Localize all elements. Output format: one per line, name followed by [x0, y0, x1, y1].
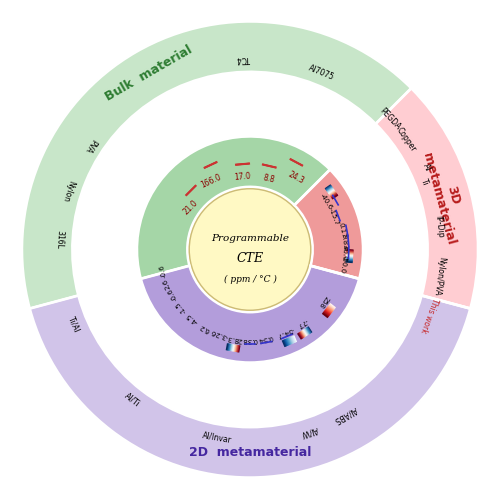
Text: -0.6: -0.6 — [166, 287, 178, 302]
Text: -4.5: -4.5 — [185, 312, 199, 325]
Text: Bulk  material: Bulk material — [103, 43, 194, 104]
Text: 258: 258 — [318, 294, 330, 308]
Text: Nylon: Nylon — [60, 179, 76, 203]
Circle shape — [190, 189, 310, 310]
Text: 17.0: 17.0 — [234, 172, 252, 182]
Text: Al/W: Al/W — [299, 424, 319, 438]
Wedge shape — [141, 266, 359, 362]
Text: Al/ABS: Al/ABS — [332, 405, 358, 425]
Text: Al7075: Al7075 — [308, 63, 336, 82]
Text: 28.3: 28.3 — [226, 334, 242, 342]
Text: 21.0: 21.0 — [182, 198, 200, 216]
Text: 24.3: 24.3 — [287, 170, 306, 186]
Text: -1.5: -1.5 — [174, 300, 188, 314]
Text: -77: -77 — [295, 317, 308, 329]
Text: 0.54: 0.54 — [258, 334, 274, 342]
Text: Copper: Copper — [395, 126, 418, 154]
Text: Programmable: Programmable — [211, 234, 289, 243]
Text: 40.0: 40.0 — [341, 245, 347, 260]
Text: TC4: TC4 — [236, 54, 250, 63]
Text: -54.7: -54.7 — [276, 326, 294, 339]
Text: CTE: CTE — [236, 251, 264, 264]
Text: ( ppm / °C ): ( ppm / °C ) — [224, 275, 276, 284]
Text: IP-Dip: IP-Dip — [434, 215, 446, 238]
Text: This work: This work — [419, 296, 440, 334]
Text: Al/Invar: Al/Invar — [202, 431, 232, 445]
Text: -50.0: -50.0 — [339, 255, 347, 273]
Text: -40.6: -40.6 — [319, 193, 334, 211]
Text: 9.83: 9.83 — [340, 233, 347, 250]
Text: 3D
metamaterial: 3D metamaterial — [420, 148, 472, 247]
Wedge shape — [294, 170, 363, 279]
Text: Ti/Al: Ti/Al — [67, 315, 82, 333]
Text: 2.6: 2.6 — [162, 277, 172, 289]
Text: PVA: PVA — [82, 137, 98, 154]
Text: Ti: Ti — [419, 178, 430, 187]
Wedge shape — [30, 295, 470, 478]
Text: 6.2: 6.2 — [198, 322, 211, 333]
Text: 166.0: 166.0 — [199, 173, 222, 190]
Text: 8.8: 8.8 — [262, 174, 276, 185]
Wedge shape — [22, 21, 411, 308]
Text: 0.38: 0.38 — [242, 336, 258, 342]
Text: Al/Ti: Al/Ti — [123, 391, 142, 409]
Text: Nylon/PVA: Nylon/PVA — [432, 256, 446, 296]
Text: 0.17: 0.17 — [338, 222, 347, 238]
Text: -0.6: -0.6 — [158, 264, 167, 278]
Wedge shape — [137, 137, 330, 279]
Wedge shape — [376, 88, 478, 308]
Text: -3.26: -3.26 — [210, 328, 229, 340]
Text: PEGDA: PEGDA — [378, 107, 402, 132]
Text: -15.7: -15.7 — [328, 208, 340, 227]
Text: 316L: 316L — [54, 230, 64, 249]
Text: 2D  metamaterial: 2D metamaterial — [189, 446, 311, 459]
Text: Al: Al — [422, 162, 432, 172]
